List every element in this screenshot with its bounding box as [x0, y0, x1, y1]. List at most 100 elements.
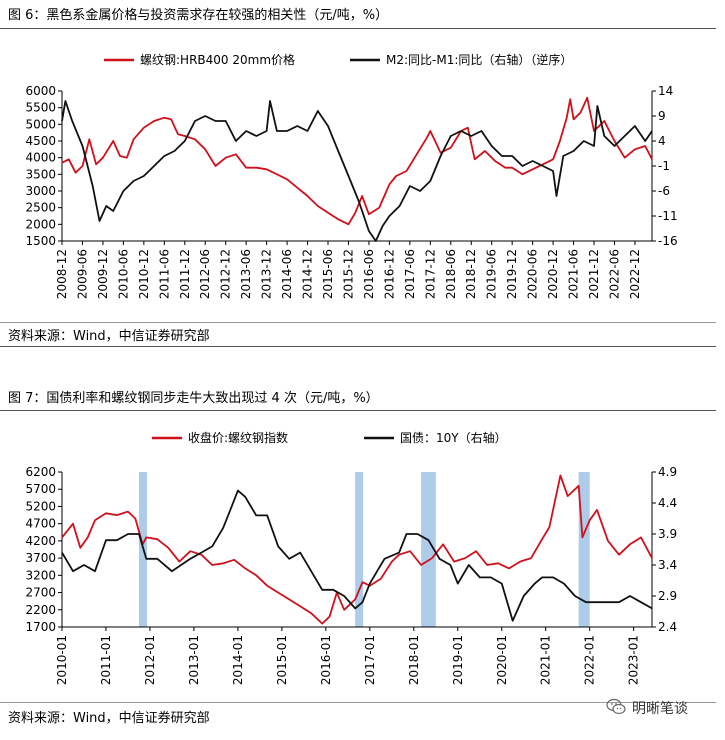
x-tick-label: 2008-12 — [55, 249, 69, 299]
x-tick-label: 2012-12 — [219, 249, 233, 299]
x-tick-label: 2011-01 — [99, 635, 113, 685]
y-right-tick-label: 3.9 — [658, 527, 677, 541]
y-right-tick-label: -11 — [658, 209, 678, 223]
y-left-tick-label: 2000 — [25, 217, 56, 231]
y-left-tick-label: 3500 — [25, 167, 56, 181]
x-tick-label: 2016-01 — [319, 635, 333, 685]
x-tick-label: 2011-12 — [178, 249, 192, 299]
legend-label-2: 国债：10Y（右轴） — [400, 430, 507, 445]
x-tick-label: 2014-01 — [231, 635, 245, 685]
x-tick-label: 2021-01 — [539, 635, 553, 685]
legend-label-1: 收盘价:螺纹钢指数 — [188, 430, 288, 445]
y-left-tick-label: 2200 — [25, 603, 56, 617]
y-left-tick-label: 5500 — [25, 101, 56, 115]
x-tick-label: 2022-12 — [628, 249, 642, 299]
x-tick-label: 2014-06 — [280, 249, 294, 299]
x-tick-label: 2018-06 — [444, 249, 458, 299]
y-right-tick-label: 9 — [658, 109, 666, 123]
figure-6-top-rule — [0, 28, 716, 29]
x-tick-label: 2016-06 — [362, 249, 376, 299]
x-tick-label: 2021-06 — [567, 249, 581, 299]
y-left-tick-label: 5000 — [25, 117, 56, 131]
y-left-tick-label: 3200 — [25, 568, 56, 582]
x-tick-label: 2018-01 — [407, 635, 421, 685]
y-left-tick-label: 6200 — [25, 465, 56, 479]
y-left-tick-label: 4000 — [25, 151, 56, 165]
y-left-tick-label: 1700 — [25, 620, 56, 634]
legend-label-2: M2:同比-M1:同比（右轴）（逆序） — [386, 52, 572, 67]
x-tick-label: 2021-12 — [587, 249, 601, 299]
series-line-right-axis — [61, 489, 653, 622]
figure-6-chart: 1500 2000 2500 3000 3500 4000 4500 5000 5500 6000… — [25, 52, 678, 299]
shaded-period-3 — [421, 472, 436, 627]
x-tick-label: 2020-12 — [546, 249, 560, 299]
y-right-tick-label: 2.4 — [658, 620, 677, 634]
x-tick-label: 2017-06 — [403, 249, 417, 299]
y-left-tick-label: 4500 — [25, 134, 56, 148]
series-line-left-axis — [61, 96, 653, 226]
x-tick-label: 2023-01 — [627, 635, 641, 685]
x-tick-label: 2019-06 — [485, 249, 499, 299]
x-tick-label: 2013-01 — [187, 635, 201, 685]
y-left-tick-label: 3000 — [25, 184, 56, 198]
figure-6-end-rule — [0, 346, 716, 347]
y-right-tick-label: -6 — [658, 184, 670, 198]
x-tick-label: 2022-06 — [607, 249, 621, 299]
x-tick-label: 2022-01 — [583, 635, 597, 685]
figure-7-bottom-rule — [0, 702, 716, 703]
y-left-tick-label: 2700 — [25, 586, 56, 600]
x-tick-label: 2010-06 — [116, 249, 130, 299]
figure-7-source: 资料来源：Wind，中信证券研究部 — [8, 711, 210, 726]
x-tick-label: 2010-01 — [55, 635, 69, 685]
series-line-right-axis — [61, 100, 653, 242]
x-tick-label: 2016-12 — [382, 249, 396, 299]
y-left-tick-label: 2500 — [25, 201, 56, 215]
x-tick-label: 2013-12 — [260, 249, 274, 299]
x-tick-label: 2015-01 — [275, 635, 289, 685]
figure-7-top-rule — [0, 410, 716, 411]
series-line-left-axis — [61, 474, 653, 625]
y-right-tick-label: 4 — [658, 134, 666, 148]
x-tick-label: 2014-12 — [301, 249, 315, 299]
y-right-tick-label: 14 — [658, 84, 673, 98]
x-tick-label: 2017-01 — [363, 635, 377, 685]
x-tick-label: 2020-01 — [495, 635, 509, 685]
x-tick-label: 2020-06 — [526, 249, 540, 299]
y-left-tick-label: 5200 — [25, 499, 56, 513]
y-left-tick-label: 3700 — [25, 551, 56, 565]
y-right-tick-label: -16 — [658, 234, 678, 248]
y-right-tick-label: 4.9 — [658, 465, 677, 479]
figure-7-title: 图 7：国债利率和螺纹钢同步走牛大致出现过 4 次（元/吨，%） — [8, 391, 379, 406]
legend-label-1: 螺纹钢:HRB400 20mm价格 — [140, 52, 295, 67]
y-left-tick-label: 5700 — [25, 482, 56, 496]
x-tick-label: 2010-12 — [137, 249, 151, 299]
watermark-text: 明晰笔谈 — [632, 701, 688, 717]
wechat-icon — [606, 698, 626, 715]
shaded-period-4 — [578, 472, 590, 627]
x-tick-label: 2018-12 — [464, 249, 478, 299]
y-right-tick-label: 3.4 — [658, 558, 677, 572]
figure-6-title: 图 6：黑色系金属价格与投资需求存在较强的相关性（元/吨，%） — [8, 8, 389, 23]
x-tick-label: 2012-06 — [198, 249, 212, 299]
x-tick-label: 2013-06 — [239, 249, 253, 299]
x-tick-label: 2019-01 — [451, 635, 465, 685]
y-right-tick-label: 4.4 — [658, 496, 677, 510]
x-tick-label: 2019-12 — [505, 249, 519, 299]
y-left-tick-label: 6000 — [25, 84, 56, 98]
x-tick-label: 2009-12 — [96, 249, 110, 299]
y-right-tick-label: 2.9 — [658, 589, 677, 603]
x-tick-label: 2012-01 — [143, 635, 157, 685]
shaded-period-2 — [355, 472, 364, 627]
y-left-tick-label: 4700 — [25, 517, 56, 531]
figure-6-source: 资料来源：Wind，中信证券研究部 — [8, 329, 210, 344]
y-left-tick-label: 4200 — [25, 534, 56, 548]
x-tick-label: 2015-12 — [341, 249, 355, 299]
y-left-tick-label: 1500 — [25, 234, 56, 248]
figure-6-bottom-rule — [0, 322, 716, 323]
watermark: 明晰笔谈 — [606, 696, 716, 718]
x-tick-label: 2017-12 — [423, 249, 437, 299]
x-tick-label: 2011-06 — [157, 249, 171, 299]
y-right-tick-label: -1 — [658, 159, 670, 173]
x-tick-label: 2009-06 — [75, 249, 89, 299]
